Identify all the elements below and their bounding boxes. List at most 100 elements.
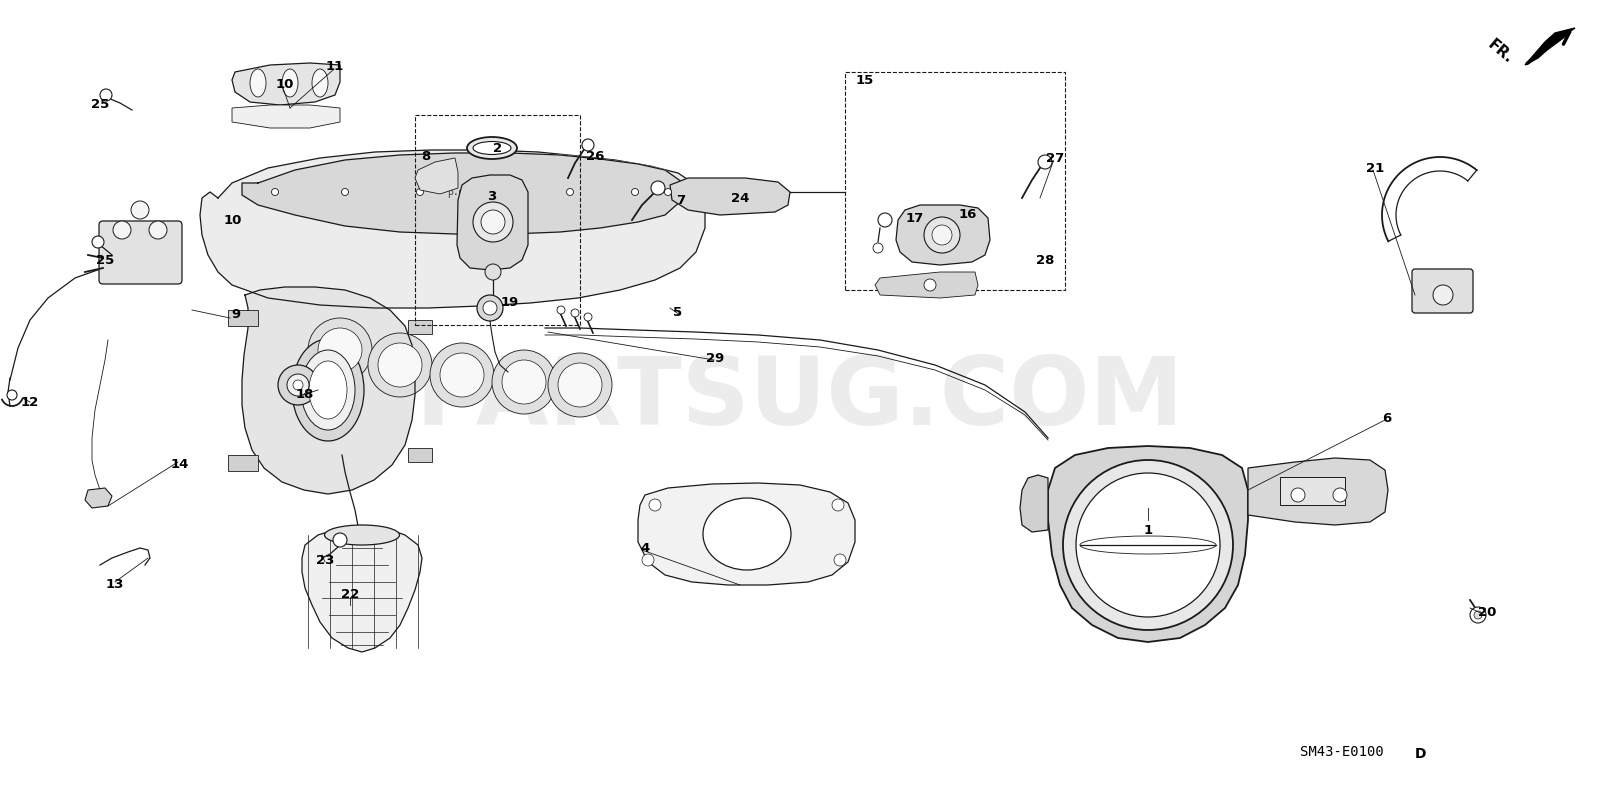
Polygon shape [242,287,414,494]
Text: 9: 9 [232,308,240,321]
Polygon shape [414,158,458,194]
Text: 11: 11 [326,61,344,74]
Circle shape [925,279,936,291]
FancyBboxPatch shape [1413,269,1474,313]
Circle shape [485,264,501,280]
Polygon shape [302,526,422,652]
Text: 22: 22 [341,589,358,602]
Circle shape [1062,460,1234,630]
Ellipse shape [309,361,347,419]
Ellipse shape [467,137,517,159]
Text: 10: 10 [224,213,242,226]
Circle shape [571,309,579,317]
Circle shape [925,217,960,253]
Circle shape [650,499,661,511]
Text: 2: 2 [493,141,502,154]
Circle shape [293,380,302,390]
Text: SM43-E0100: SM43-E0100 [1299,745,1384,759]
Text: 25: 25 [91,98,109,112]
Circle shape [664,189,672,196]
Circle shape [834,554,846,566]
Text: FR.: FR. [1485,38,1515,67]
Text: 26: 26 [586,150,605,164]
Circle shape [931,225,952,245]
Polygon shape [200,150,706,308]
Bar [1280,477,1346,505]
Text: 3: 3 [488,190,496,204]
Ellipse shape [301,350,355,430]
Ellipse shape [291,339,365,441]
Ellipse shape [250,69,266,97]
Circle shape [1474,611,1482,619]
Text: 7: 7 [677,193,685,206]
Polygon shape [1525,28,1574,65]
Polygon shape [896,205,990,265]
Circle shape [558,363,602,407]
Circle shape [878,213,893,227]
Text: 24: 24 [731,193,749,205]
Circle shape [333,533,347,547]
Bar [414,115,579,325]
Text: 29: 29 [706,352,725,365]
Circle shape [642,554,654,566]
Ellipse shape [474,141,510,154]
Circle shape [99,89,112,101]
Circle shape [582,139,594,151]
Circle shape [416,189,424,196]
Polygon shape [1248,458,1389,525]
Text: 12: 12 [21,396,38,408]
Circle shape [131,201,149,219]
Polygon shape [875,272,978,298]
Polygon shape [1021,475,1048,532]
FancyBboxPatch shape [99,221,182,284]
Bar [845,72,1066,290]
Text: 16: 16 [958,209,978,221]
Text: PARTSUG.COM: PARTSUG.COM [416,353,1184,446]
Circle shape [832,499,845,511]
Circle shape [632,189,638,196]
Circle shape [278,365,318,405]
Circle shape [6,390,18,400]
Circle shape [1291,488,1306,502]
Text: 21: 21 [1366,161,1384,174]
Circle shape [547,353,611,417]
Polygon shape [638,483,854,585]
Circle shape [502,360,546,404]
Circle shape [584,313,592,321]
Text: 15: 15 [856,74,874,86]
Text: 4: 4 [640,542,650,555]
Ellipse shape [702,498,790,570]
Circle shape [341,189,349,196]
Circle shape [149,221,166,239]
Text: 5: 5 [674,305,683,319]
Circle shape [307,318,371,382]
Text: 18: 18 [296,388,314,402]
Circle shape [286,374,309,396]
Circle shape [272,189,278,196]
Ellipse shape [312,69,328,97]
Polygon shape [1048,446,1248,642]
Bar [229,455,258,471]
Polygon shape [232,63,339,105]
Circle shape [1333,488,1347,502]
Ellipse shape [325,525,400,545]
Circle shape [378,343,422,387]
Text: P·M·R: P·M·R [448,190,477,200]
Circle shape [477,295,502,321]
Circle shape [1038,155,1053,169]
Polygon shape [242,153,682,234]
Text: 19: 19 [501,296,518,308]
Circle shape [1434,285,1453,305]
Text: 17: 17 [906,212,925,225]
Circle shape [566,189,573,196]
Ellipse shape [282,69,298,97]
Circle shape [114,221,131,239]
Circle shape [482,210,506,234]
Text: 23: 23 [315,554,334,566]
Circle shape [874,243,883,253]
Text: 14: 14 [171,459,189,471]
Circle shape [474,202,514,242]
Circle shape [368,333,432,397]
Circle shape [496,189,504,196]
Circle shape [440,353,483,397]
